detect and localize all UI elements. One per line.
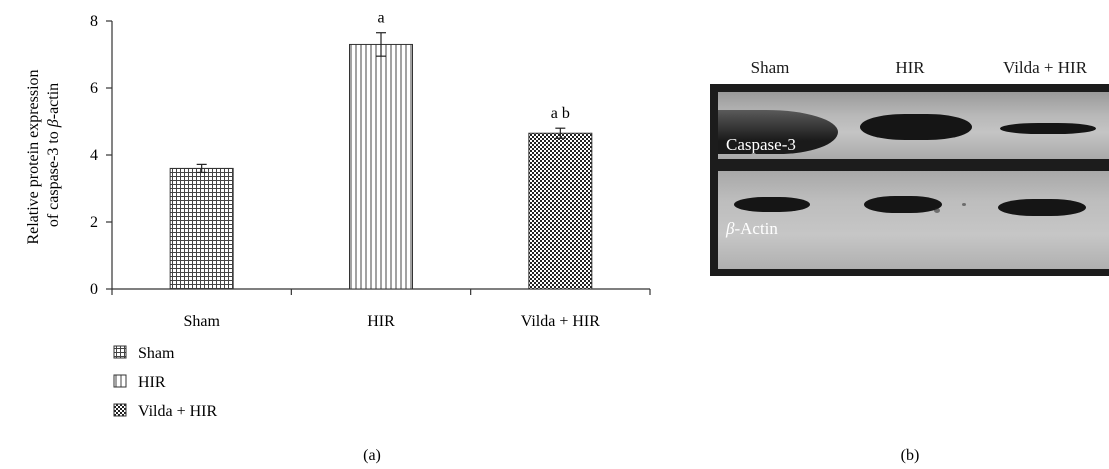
chart-legend: Sham HIR Vilda + HIR — [113, 345, 217, 420]
bar-hir — [349, 43, 413, 290]
y-tick-label: 6 — [90, 80, 98, 97]
y-tick-label: 0 — [90, 281, 98, 298]
x-category-label: HIR — [367, 313, 395, 330]
significance-label: a b — [551, 105, 570, 122]
x-category-label: Sham — [183, 313, 220, 330]
significance-label: a — [377, 10, 384, 27]
legend-swatch — [113, 374, 127, 388]
legend-swatch — [113, 403, 127, 417]
legend-label: Sham — [138, 345, 175, 362]
bar-sham — [169, 167, 234, 290]
y-tick-label: 2 — [90, 214, 98, 231]
panel-label-b: (b) — [901, 447, 920, 464]
panel-label-a: (a) — [363, 447, 381, 464]
legend-swatch — [113, 345, 127, 359]
chart-labels: Sham HIR a Vilda + HIR a b — [183, 10, 600, 330]
y-axis-title-line-1: Relative protein expression — [25, 69, 42, 244]
y-tick-label: 8 — [90, 13, 98, 30]
legend-label: HIR — [138, 374, 166, 391]
y-axis-title: Relative protein expression of caspase-3… — [25, 65, 62, 244]
bar-vilda-hir — [528, 132, 593, 290]
y-axis-title-line-2: of caspase-3 to β-actin — [45, 83, 62, 227]
y-tick-label: 4 — [90, 147, 98, 164]
x-category-label: Vilda + HIR — [521, 313, 600, 330]
legend-label: Vilda + HIR — [138, 403, 217, 420]
chart-bars — [169, 32, 593, 290]
